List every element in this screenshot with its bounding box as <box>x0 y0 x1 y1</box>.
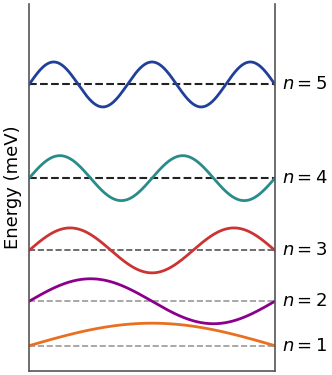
Y-axis label: Energy (meV): Energy (meV) <box>4 126 22 249</box>
Text: $n = 2$: $n = 2$ <box>282 292 327 310</box>
Text: $n = 1$: $n = 1$ <box>282 337 327 355</box>
Text: $n = 5$: $n = 5$ <box>282 75 327 93</box>
Text: $n = 3$: $n = 3$ <box>282 242 327 260</box>
Text: $n = 4$: $n = 4$ <box>282 169 328 187</box>
